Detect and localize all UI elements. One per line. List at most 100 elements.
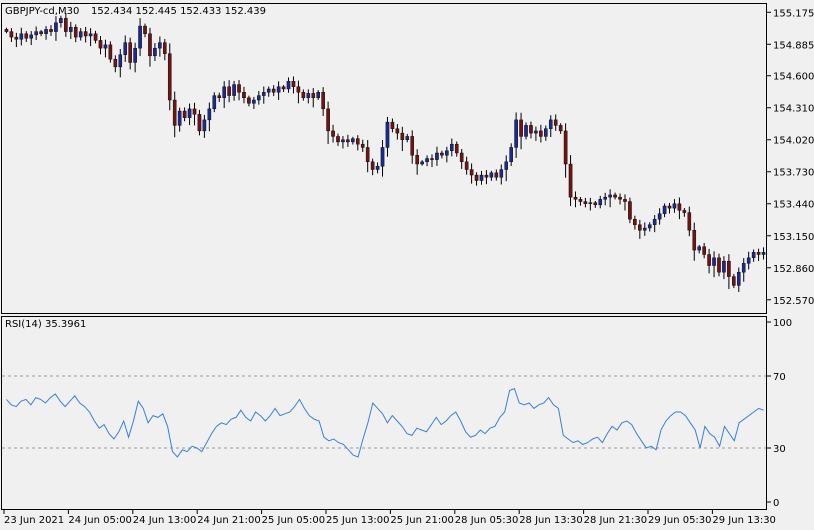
candle-bear: [474, 174, 479, 181]
candle-bull: [598, 199, 603, 206]
candle-bear: [93, 33, 98, 41]
candle-bear: [618, 196, 622, 200]
candle-bear: [49, 29, 53, 32]
candle-bull: [662, 205, 667, 214]
chart-symbol-label: GBPJPY-cd,M30: [5, 6, 79, 17]
candle-bear: [167, 53, 172, 101]
candle-bear: [583, 201, 588, 204]
candle-bear: [242, 92, 246, 99]
candle-bull: [266, 88, 271, 93]
candle-bear: [108, 44, 113, 60]
candle-bull: [514, 119, 518, 148]
candle-bull: [509, 147, 513, 163]
candle-bull: [751, 252, 756, 259]
candle-bull: [445, 150, 449, 156]
candle-bear: [355, 138, 360, 145]
candle-bull: [19, 33, 24, 40]
candle-bear: [613, 194, 617, 198]
candle-bull: [534, 130, 538, 134]
candle-bull: [425, 158, 429, 163]
time-tick-label: 28 Jun 05:30: [455, 515, 519, 526]
candle-bull: [548, 119, 553, 129]
rsi-series: [6, 387, 764, 458]
rsi-tick-label: 70: [773, 372, 786, 383]
candle-bull: [741, 263, 746, 273]
rsi-line: [6, 387, 764, 458]
candle-bear: [237, 84, 241, 93]
candle-bear: [440, 152, 444, 156]
rsi-panel-frame: [1, 316, 767, 510]
rsi-indicator-label: RSI(14) 35.3961: [5, 319, 86, 330]
candle-bull: [761, 252, 766, 255]
candle-bear: [113, 58, 118, 68]
candle-bear: [692, 230, 697, 251]
candle-bear: [370, 161, 375, 170]
candle-bull: [252, 99, 256, 104]
candle-bear: [73, 26, 78, 38]
candle-bear: [638, 224, 642, 231]
candle-bear: [301, 92, 306, 99]
candle-bear: [454, 143, 459, 154]
candle-bear: [539, 130, 543, 137]
candle-bear: [687, 212, 692, 231]
candle-bear: [227, 86, 231, 96]
candle-bear: [360, 143, 365, 148]
candle-bull: [385, 121, 390, 148]
candle-bull: [29, 34, 34, 39]
candle-bull: [351, 138, 355, 143]
candlestick-series: [4, 13, 766, 292]
candle-bear: [128, 42, 132, 63]
candle-bear: [163, 42, 167, 54]
time-tick-label: 29 Jun 05:30: [648, 515, 712, 526]
time-tick-label: 24 Jun 05:00: [68, 515, 132, 526]
price-tick-label: 155.175: [773, 8, 814, 19]
price-tick-label: 153.730: [773, 168, 814, 179]
price-panel-frame: [1, 3, 767, 314]
time-tick-label: 23 Jun 2021: [4, 515, 64, 526]
candle-bull: [103, 44, 108, 49]
candle-bull: [34, 31, 38, 36]
candle-bull: [449, 143, 454, 151]
candle-bull: [54, 22, 58, 32]
candle-bear: [39, 31, 43, 34]
candle-bear: [172, 99, 177, 126]
candle-bear: [593, 202, 598, 206]
time-tick-label: 25 Jun 05:00: [262, 515, 326, 526]
candle-bull: [123, 42, 128, 55]
candle-bear: [558, 125, 563, 132]
candle-bull: [380, 147, 385, 167]
candle-bear: [346, 139, 350, 143]
candle-bull: [489, 172, 494, 178]
candle-bear: [707, 254, 711, 266]
candle-bull: [341, 139, 345, 143]
candle-bull: [647, 224, 652, 229]
candle-bear: [4, 29, 9, 32]
candle-bull: [222, 86, 226, 99]
candle-bear: [682, 210, 687, 213]
candle-bear: [24, 33, 29, 39]
candle-bull: [642, 227, 647, 231]
candle-bear: [365, 147, 370, 163]
candle-bull: [608, 194, 612, 198]
candle-bear: [563, 130, 568, 165]
candle-bear: [623, 199, 627, 202]
time-tick-label: 28 Jun 21:30: [584, 515, 648, 526]
rsi-tick-label: 30: [773, 444, 786, 455]
price-tick-label: 152.570: [773, 296, 814, 307]
candle-bear: [311, 93, 316, 99]
time-tick-label: 28 Jun 13:30: [519, 515, 583, 526]
candle-bull: [133, 47, 137, 63]
candle-bull: [652, 218, 657, 225]
candle-bear: [197, 114, 202, 132]
candle-bear: [271, 88, 276, 93]
price-tick-label: 154.600: [773, 72, 814, 83]
candle-bull: [544, 128, 548, 137]
candle-bear: [217, 95, 222, 99]
price-tick-label: 152.860: [773, 264, 814, 275]
candle-bull: [232, 84, 236, 96]
candle-bull: [187, 108, 192, 118]
candle-bear: [628, 201, 632, 220]
candle-bear: [192, 108, 197, 115]
